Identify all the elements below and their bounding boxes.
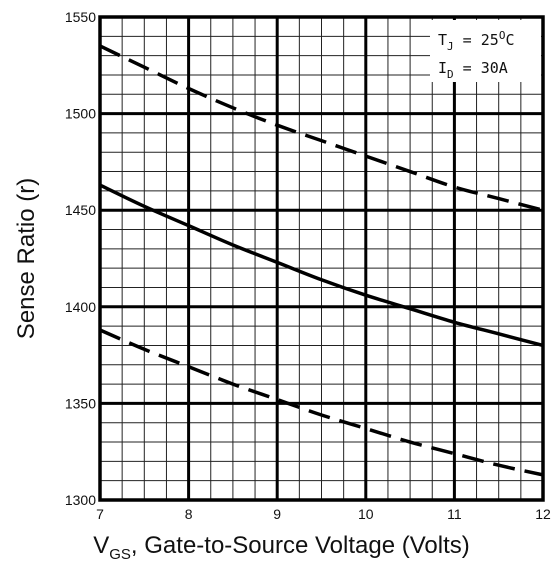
y-tick-label: 1450: [65, 202, 96, 218]
tick-labels: 1300 1350 1400 1450 1500 1550 7 8 9 10 11 12: [65, 9, 551, 522]
annotation-1: TJ = 25OC: [438, 29, 514, 53]
series-curve-3: [99, 328, 544, 477]
plot-border: [98, 15, 545, 502]
y-tick-label: 1300: [65, 492, 96, 508]
x-tick-label: 10: [358, 506, 374, 522]
series-curve-2: [99, 183, 544, 348]
annotation-2: ID = 30A: [438, 59, 508, 81]
x-axis-title: VGS, Gate-to-Source Voltage (Volts): [93, 532, 470, 563]
y-axis-title: Sense Ratio (r): [13, 178, 40, 339]
plot-frame: [98, 15, 545, 502]
x-tick-label: 12: [535, 506, 551, 522]
x-tick-label: 7: [96, 506, 104, 522]
axis-titles: Sense Ratio (r) VGS, Gate-to-Source Volta…: [13, 178, 470, 563]
y-tick-label: 1550: [65, 9, 96, 25]
y-tick-label: 1400: [65, 299, 96, 315]
y-tick-label: 1350: [65, 395, 96, 411]
annotation-background: [430, 20, 541, 82]
x-tick-label: 9: [273, 506, 281, 522]
series-curve-1: [99, 44, 544, 212]
minor-gridlines: [99, 16, 544, 501]
x-tick-label: 11: [447, 506, 462, 522]
annotation-box: TJ = 25OC ID = 30A: [430, 20, 541, 82]
x-tick-label: 8: [185, 506, 193, 522]
y-tick-label: 1500: [65, 106, 96, 122]
series-layer: [99, 44, 544, 477]
